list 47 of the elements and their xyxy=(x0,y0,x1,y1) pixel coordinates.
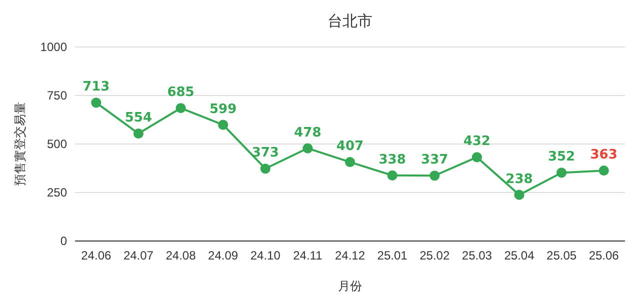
x-tick-label: 24.07 xyxy=(123,248,154,263)
x-tick-label: 24.10 xyxy=(250,248,281,263)
x-tick-label: 24.08 xyxy=(166,248,196,263)
text: 352 xyxy=(548,150,576,165)
x-tick-label: 25.06 xyxy=(588,248,620,263)
chart-title: 台北市 xyxy=(328,12,372,30)
text: 432 xyxy=(463,134,490,150)
x-axis-title: 月份 xyxy=(338,279,362,293)
x-tick-label: 24.12 xyxy=(334,248,366,263)
point xyxy=(387,170,398,180)
x-tick-label: 25.01 xyxy=(377,248,408,263)
point xyxy=(344,157,356,168)
y-tick-label: 750 xyxy=(46,88,68,102)
text: 373 xyxy=(252,146,279,161)
x-tick-label: 25.03 xyxy=(462,248,492,263)
text: 685 xyxy=(167,85,194,100)
y-tick-label: 0 xyxy=(60,234,68,248)
text: 238 xyxy=(506,172,533,187)
x-tick-label: 24.11 xyxy=(293,248,323,263)
point xyxy=(133,128,144,139)
point xyxy=(176,103,186,114)
annotation: 363 xyxy=(590,148,618,163)
text: 478 xyxy=(294,125,322,140)
point xyxy=(218,120,228,130)
y-tick-label: 1000 xyxy=(40,40,68,54)
point xyxy=(302,143,313,154)
text: 599 xyxy=(210,102,237,117)
x-tick-label: 25.02 xyxy=(420,248,450,263)
point xyxy=(260,164,270,174)
y-tick-label: 500 xyxy=(46,136,68,151)
point xyxy=(472,152,482,162)
text: 407 xyxy=(336,139,364,154)
x-tick-label: 25.05 xyxy=(546,248,577,263)
point xyxy=(514,190,524,200)
point xyxy=(556,168,567,178)
x-tick-label: 25.04 xyxy=(504,248,535,263)
point xyxy=(91,98,102,108)
text: 338 xyxy=(378,152,406,168)
point xyxy=(598,166,609,176)
x-tick-label: 24.09 xyxy=(208,248,238,263)
y-axis-title: 預售實登交易量 xyxy=(13,102,27,186)
y-tick-label: 250 xyxy=(46,185,68,200)
text: 337 xyxy=(421,152,448,168)
text: 713 xyxy=(82,80,110,95)
point xyxy=(430,170,440,181)
x-tick-label: 24.06 xyxy=(81,248,112,263)
text: 554 xyxy=(124,110,152,126)
